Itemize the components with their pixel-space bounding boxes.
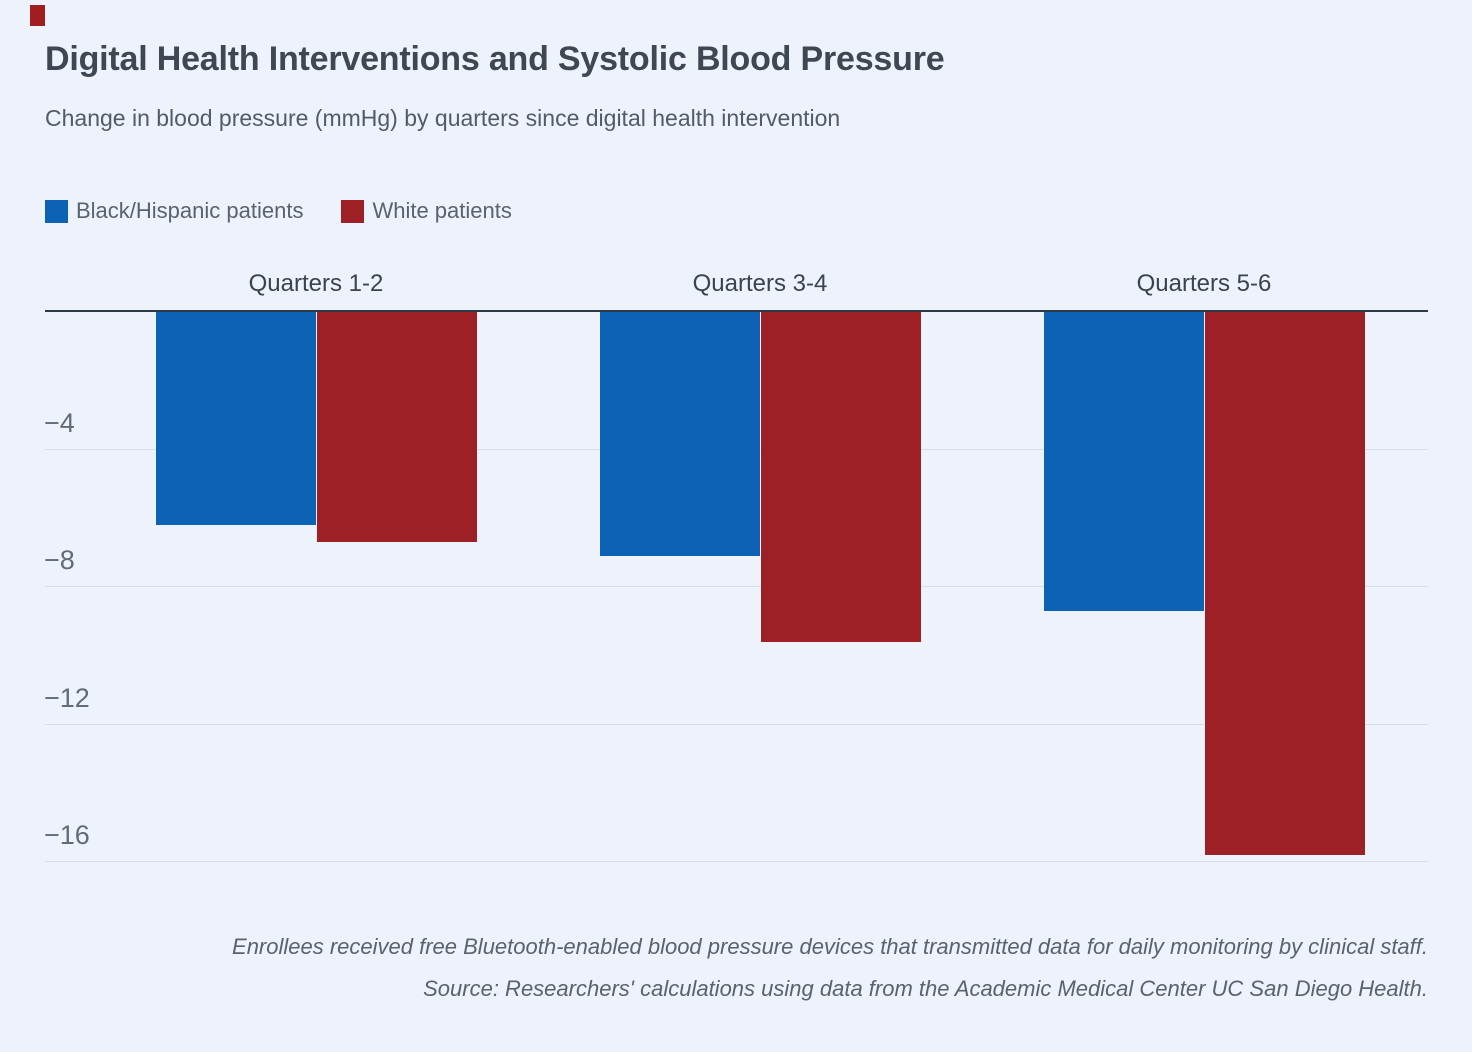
zero-baseline xyxy=(45,310,1428,312)
bar-white-group1 xyxy=(317,312,477,542)
legend-swatch-red xyxy=(341,199,365,223)
chart-title: Digital Health Interventions and Systoli… xyxy=(45,40,945,78)
legend-label: White patients xyxy=(372,198,512,223)
gridline--8 xyxy=(45,586,1428,587)
bar-white-group2 xyxy=(761,312,921,642)
legend-item-black-hispanic: Black/Hispanic patients xyxy=(45,198,303,224)
category-label-2: Quarters 3-4 xyxy=(692,270,828,297)
legend-label: Black/Hispanic patients xyxy=(76,198,304,223)
bar-black-hispanic-group2 xyxy=(600,312,760,556)
y-axis-tick-label: −4 xyxy=(44,407,75,438)
bar-black-hispanic-group3 xyxy=(1044,312,1204,611)
legend: Black/Hispanic patients White patients xyxy=(45,198,512,224)
legend-item-white: White patients xyxy=(341,198,512,224)
y-axis-tick-label: −12 xyxy=(44,682,90,713)
category-label-3: Quarters 5-6 xyxy=(1136,270,1272,297)
bar-white-group3 xyxy=(1205,312,1365,855)
y-axis-tick-label: −16 xyxy=(44,820,90,850)
gridline--12 xyxy=(45,723,1428,725)
figure-source: Source: Researchers' calculations using … xyxy=(423,976,1428,1001)
brand-mark xyxy=(30,5,45,26)
chart-subtitle: Change in blood pressure (mmHg) by quart… xyxy=(45,105,841,131)
legend-swatch-blue xyxy=(45,199,68,223)
gridline--16 xyxy=(45,861,1428,862)
figure-note: Enrollees received free Bluetooth-enable… xyxy=(232,934,1428,959)
category-label-1: Quarters 1-2 xyxy=(248,270,384,297)
bar-black-hispanic-group1 xyxy=(156,312,316,525)
y-axis-tick-label: −8 xyxy=(44,545,75,575)
